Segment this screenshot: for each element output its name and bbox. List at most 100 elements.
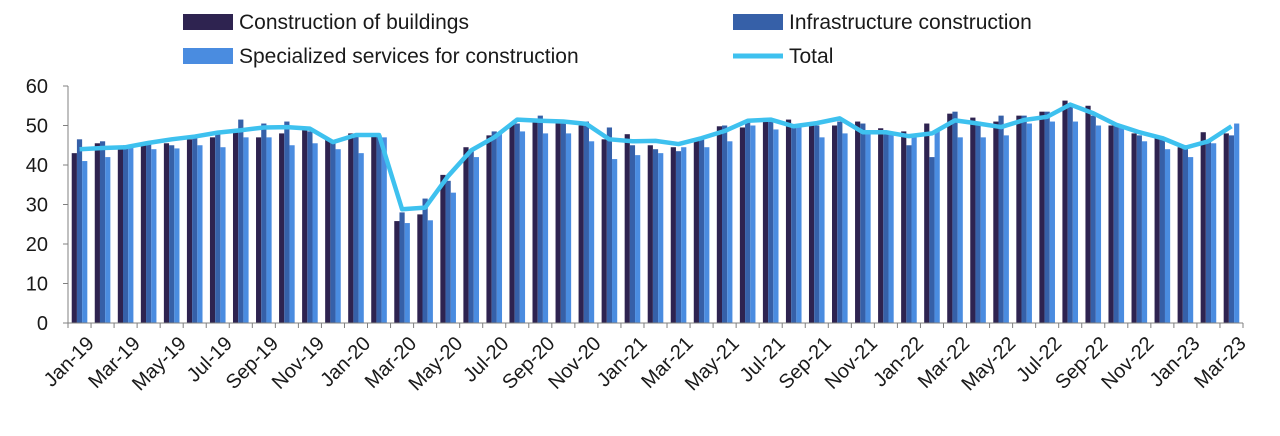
bar-construction-of-buildings xyxy=(140,145,147,323)
bar-construction-of-buildings xyxy=(670,147,676,323)
bar-specialized-services-for-construction xyxy=(658,153,664,323)
bar-infrastructure-construction xyxy=(1228,135,1235,324)
x-tick-label: Nov-19 xyxy=(268,333,329,394)
bars xyxy=(71,100,1240,324)
bar-infrastructure-construction xyxy=(1044,111,1050,323)
bar-construction-of-buildings xyxy=(394,221,400,323)
bar-specialized-services-for-construction xyxy=(612,159,618,323)
bar-infrastructure-construction xyxy=(583,121,589,323)
bar-construction-of-buildings xyxy=(855,121,861,323)
bar-specialized-services-for-construction xyxy=(335,149,341,323)
bar-infrastructure-construction xyxy=(975,121,981,323)
y-tick-label: 0 xyxy=(37,313,48,335)
bar-construction-of-buildings xyxy=(739,127,746,323)
bar-infrastructure-construction xyxy=(1136,135,1142,324)
bar-infrastructure-construction xyxy=(837,121,843,323)
bar-specialized-services-for-construction xyxy=(565,133,572,323)
bar-specialized-services-for-construction xyxy=(635,155,641,324)
bar-construction-of-buildings xyxy=(486,135,492,324)
bar-specialized-services-for-construction xyxy=(819,137,825,323)
bar-specialized-services-for-construction xyxy=(174,148,180,323)
bar-construction-of-buildings xyxy=(279,133,285,323)
bar-specialized-services-for-construction xyxy=(105,157,111,323)
bar-infrastructure-construction xyxy=(675,151,682,323)
bar-construction-of-buildings xyxy=(762,119,769,323)
bar-construction-of-buildings xyxy=(302,129,308,323)
bar-construction-of-buildings xyxy=(417,214,423,324)
bar-infrastructure-construction xyxy=(192,137,198,323)
bar-infrastructure-construction xyxy=(330,141,336,323)
bar-specialized-services-for-construction xyxy=(727,141,733,323)
bar-construction-of-buildings xyxy=(1062,100,1068,324)
bar-infrastructure-construction xyxy=(1182,145,1188,323)
x-tick-label: Nov-21 xyxy=(821,333,882,394)
bar-infrastructure-construction xyxy=(468,151,474,323)
bar-infrastructure-construction xyxy=(998,115,1004,324)
bar-infrastructure-construction xyxy=(698,139,705,323)
bar-infrastructure-construction xyxy=(860,123,866,323)
bar-infrastructure-construction xyxy=(99,141,106,323)
bar-construction-of-buildings xyxy=(947,113,953,324)
legend-swatch-specialized-services-for-construction xyxy=(183,48,233,64)
bar-specialized-services-for-construction xyxy=(1188,157,1194,323)
bar-construction-of-buildings xyxy=(624,134,630,323)
bar-construction-of-buildings xyxy=(117,147,123,323)
bar-construction-of-buildings xyxy=(832,125,838,323)
bar-infrastructure-construction xyxy=(1021,115,1027,324)
y-tick-label: 30 xyxy=(26,195,48,217)
bar-construction-of-buildings xyxy=(1039,111,1045,323)
bar-specialized-services-for-construction xyxy=(519,131,526,323)
bar-construction-of-buildings xyxy=(1177,147,1183,323)
bar-specialized-services-for-construction xyxy=(243,137,249,323)
bar-construction-of-buildings xyxy=(1131,133,1137,323)
bar-infrastructure-construction xyxy=(1159,139,1165,323)
bar-infrastructure-construction xyxy=(215,131,221,323)
x-tick-label: Nov-20 xyxy=(544,333,605,394)
bar-infrastructure-construction xyxy=(883,131,889,323)
bar-specialized-services-for-construction xyxy=(1141,141,1148,323)
bar-construction-of-buildings xyxy=(232,131,239,323)
bar-construction-of-buildings xyxy=(578,125,584,323)
bar-infrastructure-construction xyxy=(722,125,728,323)
bar-specialized-services-for-construction xyxy=(1164,149,1171,323)
bar-infrastructure-construction xyxy=(514,123,520,323)
bar-construction-of-buildings xyxy=(785,119,792,323)
bar-infrastructure-construction xyxy=(1205,141,1212,323)
legend-swatch-construction-of-buildings xyxy=(183,14,233,30)
bar-specialized-services-for-construction xyxy=(82,161,88,323)
bar-infrastructure-construction xyxy=(376,135,382,324)
legend-label-total: Total xyxy=(789,45,833,68)
bar-infrastructure-construction xyxy=(745,119,751,323)
bar-construction-of-buildings xyxy=(993,121,999,323)
bar-construction-of-buildings xyxy=(163,143,170,323)
bar-construction-of-buildings xyxy=(970,117,976,323)
bar-construction-of-buildings xyxy=(256,137,262,323)
bar-specialized-services-for-construction xyxy=(197,145,203,323)
bar-infrastructure-construction xyxy=(284,121,290,323)
bar-infrastructure-construction xyxy=(791,125,797,323)
bar-infrastructure-construction xyxy=(491,131,497,323)
bar-infrastructure-construction xyxy=(353,135,359,324)
bar-specialized-services-for-construction xyxy=(496,133,503,323)
bar-specialized-services-for-construction xyxy=(865,133,871,323)
bar-specialized-services-for-construction xyxy=(842,133,848,323)
bar-infrastructure-construction xyxy=(261,123,267,323)
bar-infrastructure-construction xyxy=(560,119,566,323)
bar-construction-of-buildings xyxy=(186,139,193,323)
bar-infrastructure-construction xyxy=(445,180,451,323)
y-axis: 0 10 20 30 40 50 60 xyxy=(26,76,69,335)
bar-specialized-services-for-construction xyxy=(957,137,963,323)
bar-construction-of-buildings xyxy=(808,125,815,323)
bar-infrastructure-construction xyxy=(1113,125,1119,323)
bar-construction-of-buildings xyxy=(878,128,884,323)
legend-swatch-infrastructure-construction xyxy=(733,14,783,30)
bar-specialized-services-for-construction xyxy=(381,137,387,323)
bar-infrastructure-construction xyxy=(307,131,313,323)
bar-specialized-services-for-construction xyxy=(220,147,226,323)
bar-infrastructure-construction xyxy=(422,198,428,323)
x-tick-label: Nov-22 xyxy=(1097,333,1158,394)
bar-specialized-services-for-construction xyxy=(796,127,802,323)
bar-specialized-services-for-construction xyxy=(450,192,456,323)
bar-specialized-services-for-construction xyxy=(911,137,917,323)
